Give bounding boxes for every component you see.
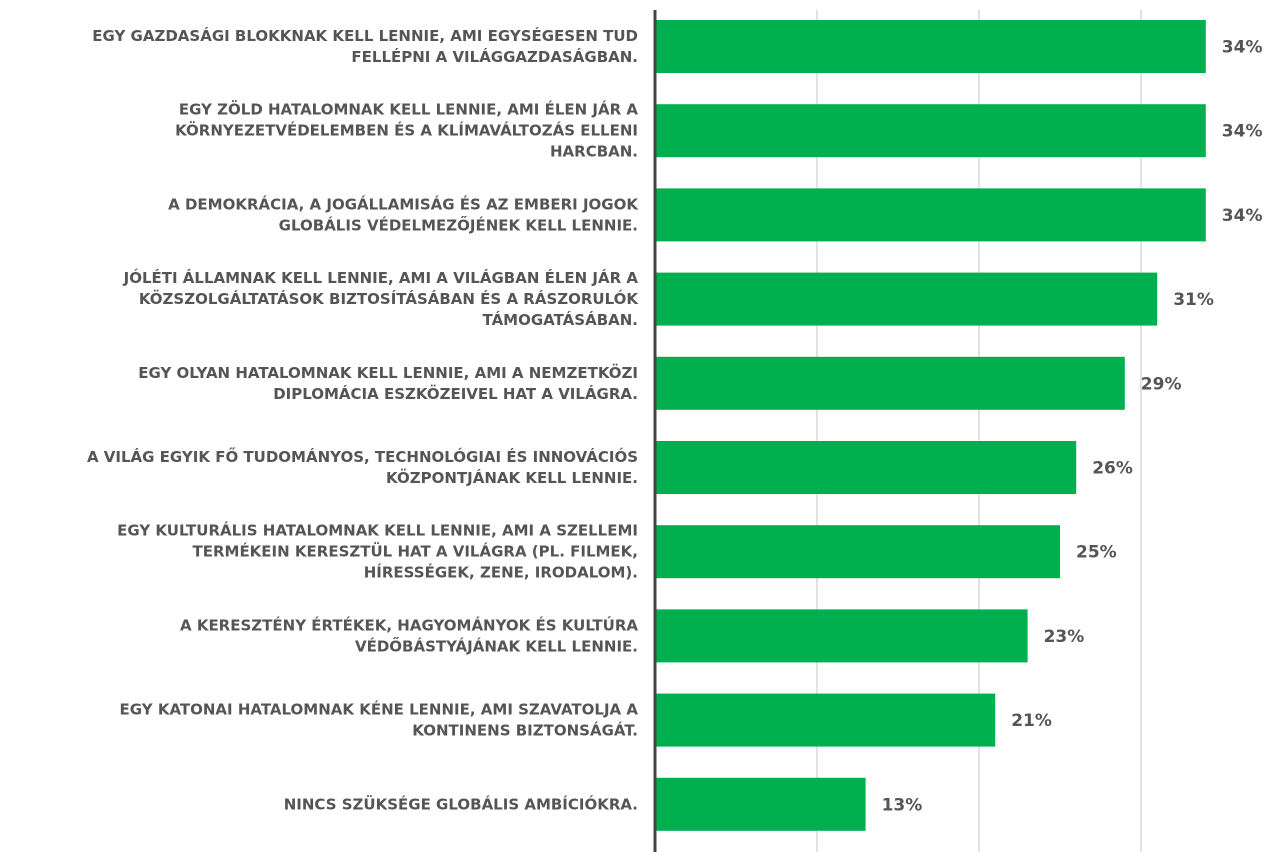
bars [655,20,1206,831]
bar-7 [655,525,1060,579]
value-label-6: 26% [1092,459,1133,479]
category-label-line: HARCBAN. [550,143,638,161]
category-label-1: EGY GAZDASÁGI BLOKKNAK KELL LENNIE, AMI … [92,26,638,66]
category-label-line: EGY ZÖLD HATALOMNAK KELL LENNIE, AMI ÉLE… [179,100,639,119]
value-label-7: 25% [1076,543,1117,563]
value-labels: 34% 34% 34% 31% 29% 26% 25% 23% 21% 13% [882,38,1263,816]
value-label-3: 34% [1222,206,1263,226]
value-label-4: 31% [1173,290,1214,310]
bar-2 [655,104,1206,158]
bar-6 [655,441,1077,494]
category-label-line: TERMÉKEIN KERESZTÜL HAT A VILÁGRA (PL. F… [192,542,638,561]
bar-4 [655,272,1158,326]
value-label-1: 34% [1222,38,1263,58]
bar-1 [655,20,1206,73]
value-label-2: 34% [1222,122,1263,142]
value-label-8: 23% [1044,627,1085,647]
category-label-8: A KERESZTÉNY ÉRTÉKEK, HAGYOMÁNYOK ÉS KUL… [180,615,638,655]
category-label-9: EGY KATONAI HATALOMNAK KÉNE LENNIE, AMI … [120,700,639,740]
category-label-line: EGY KULTURÁLIS HATALOMNAK KELL LENNIE, A… [117,521,638,540]
bar-3 [655,188,1206,242]
category-labels: EGY GAZDASÁGI BLOKKNAK KELL LENNIE, AMI … [87,26,639,813]
category-label-10: NINCS SZÜKSÉGE GLOBÁLIS AMBÍCIÓKRA. [284,794,638,813]
category-label-5: EGY OLYAN HATALOMNAK KELL LENNIE, AMI A … [138,363,638,403]
category-label-line: JÓLÉTI ÁLLAMNAK KELL LENNIE, AMI A VILÁG… [123,268,639,287]
bar-8 [655,609,1028,663]
category-label-line: A KERESZTÉNY ÉRTÉKEK, HAGYOMÁNYOK ÉS KUL… [180,615,638,634]
category-label-line: VÉDŐBÁSTYÁJÁNAK KELL LENNIE. [355,635,638,655]
value-label-10: 13% [882,795,923,815]
category-label-line: DIPLOMÁCIA ESZKÖZEIVEL HAT A VILÁGRA. [273,384,638,403]
category-label-line: NINCS SZÜKSÉGE GLOBÁLIS AMBÍCIÓKRA. [284,794,638,813]
category-label-4: JÓLÉTI ÁLLAMNAK KELL LENNIE, AMI A VILÁG… [123,268,640,329]
category-label-line: KONTINENS BIZTONSÁGÁT. [412,721,638,740]
category-label-line: KÖRNYEZETVÉDELEMBEN ÉS A KLÍMAVÁLTOZÁS E… [175,121,638,140]
category-label-line: EGY OLYAN HATALOMNAK KELL LENNIE, AMI A … [138,363,638,382]
category-label-line: HÍRESSÉGEK, ZENE, IRODALOM). [364,563,638,582]
value-label-9: 21% [1011,711,1052,731]
category-label-6: A VILÁG EGYIK FŐ TUDOMÁNYOS, TECHNOLÓGIA… [87,446,638,487]
category-label-line: FELLÉPNI A VILÁGGAZDASÁGBAN. [351,47,638,66]
category-label-2: EGY ZÖLD HATALOMNAK KELL LENNIE, AMI ÉLE… [175,100,638,161]
category-label-line: EGY KATONAI HATALOMNAK KÉNE LENNIE, AMI … [120,700,639,719]
category-label-line: KÖZPONTJÁNAK KELL LENNIE. [386,468,638,487]
category-label-line: KÖZSZOLGÁLTATÁSOK BIZTOSÍTÁSÁBAN ÉS A RÁ… [139,289,640,308]
category-label-line: TÁMOGATÁSÁBAN. [483,310,639,329]
category-label-line: GLOBÁLIS VÉDELMEZŐJÉNEK KELL LENNIE. [279,214,638,234]
category-label-7: EGY KULTURÁLIS HATALOMNAK KELL LENNIE, A… [117,521,638,582]
category-label-line: A DEMOKRÁCIA, A JOGÁLLAMISÁG ÉS AZ EMBER… [168,194,639,213]
category-label-3: A DEMOKRÁCIA, A JOGÁLLAMISÁG ÉS AZ EMBER… [168,194,639,234]
value-label-5: 29% [1141,374,1182,394]
bar-10 [655,777,866,831]
category-label-line: A VILÁG EGYIK FŐ TUDOMÁNYOS, TECHNOLÓGIA… [87,446,638,466]
bar-9 [655,693,996,747]
bar-5 [655,356,1125,410]
category-label-line: EGY GAZDASÁGI BLOKKNAK KELL LENNIE, AMI … [92,26,638,45]
